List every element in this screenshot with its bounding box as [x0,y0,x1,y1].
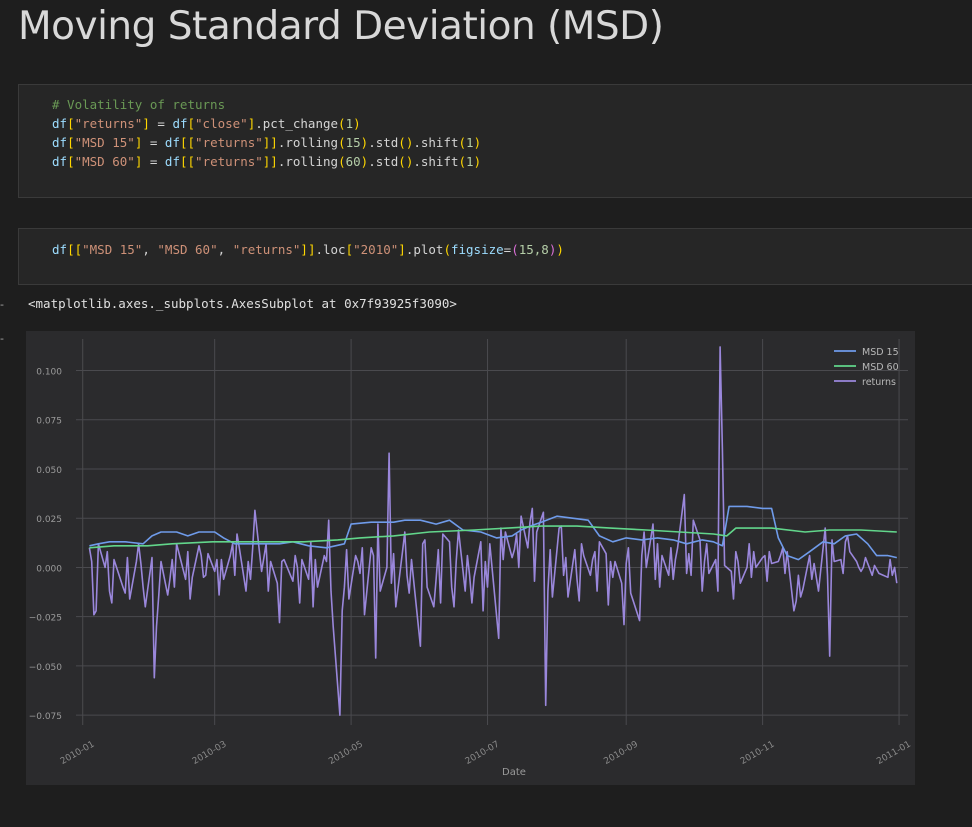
x-tick-label: 2010-09 [602,739,640,767]
x-tick-label: 2010-03 [191,740,229,767]
output-gutter-marker: - [0,298,4,311]
cell-output-text: <matplotlib.axes._subplots.AxesSubplot a… [28,296,457,311]
y-tick-label: 0.025 [36,515,62,525]
code-line-returns: df["returns"] = df["close"].pct_change(1… [52,116,361,131]
code-cell-volatility[interactable]: # Volatility of returns df["returns"] = … [18,84,972,198]
y-tick-label: 0.075 [36,417,62,427]
x-tick-label: 2010-01 [59,740,97,767]
x-tick-label: 2010-05 [327,740,365,767]
legend-label: MSD 60 [862,362,899,373]
x-tick-label: 2010-11 [739,740,777,767]
series-line-msd-60 [89,525,897,549]
y-tick-label: −0.025 [29,614,62,624]
code-comment: # Volatility of returns [52,97,226,112]
y-tick-label: −0.050 [29,663,63,673]
y-tick-label: −0.075 [29,712,62,722]
series-line-returns [88,346,898,717]
legend-label: returns [862,377,896,388]
legend-label: MSD 15 [862,347,899,358]
code-line-plot: df[["MSD 15", "MSD 60", "returns"]].loc[… [52,242,564,257]
plot-output: −0.075 −0.050 −0.025 0.000 0.025 0.050 0.075 0.… [26,331,915,785]
y-tick-label: 0.050 [36,466,62,476]
x-tick-label: 2010-07 [464,740,502,767]
code-line-msd15: df["MSD 15"] = df[["returns"]].rolling(1… [52,135,482,150]
line-chart: −0.075 −0.050 −0.025 0.000 0.025 0.050 0.075 0.… [29,339,913,778]
x-axis-label: Date [502,767,526,778]
code-line-msd60: df["MSD 60"] = df[["returns"]].rolling(6… [52,154,482,169]
x-tick-label: 2011-01 [875,740,913,767]
y-tick-label: 0.100 [36,368,62,378]
page-title: Moving Standard Deviation (MSD) [18,4,664,49]
code-cell-plot[interactable]: df[["MSD 15", "MSD 60", "returns"]].loc[… [18,228,972,285]
output-gutter-marker: - [0,332,4,345]
y-tick-label: 0.000 [36,564,62,574]
series-line-msd-15 [89,505,897,561]
